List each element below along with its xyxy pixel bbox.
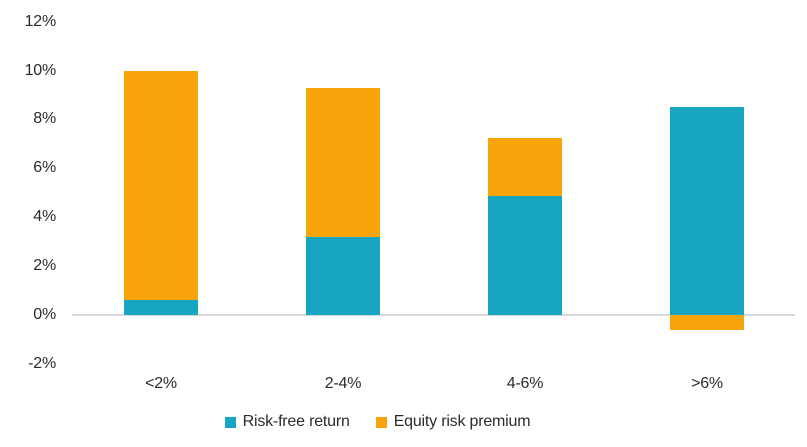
bar-segment-risk-free-4 (670, 107, 744, 315)
legend-item-equity-premium: Equity risk premium (375, 413, 531, 431)
y-axis-tick-label: 6% (33, 159, 56, 177)
legend: Risk-free return Equity risk premium (0, 413, 781, 431)
y-axis-tick-label: 0% (33, 306, 56, 323)
legend-swatch-equity-premium-icon (375, 416, 387, 428)
legend-item-risk-free: Risk-free return (224, 413, 350, 431)
x-axis-label: 4-6% (506, 375, 544, 392)
y-axis-tick-label: 2% (33, 257, 56, 275)
bar-segment-risk-free-2 (306, 236, 380, 315)
y-axis-tick-label: 4% (33, 208, 56, 226)
y-axis-tick-label: 12% (24, 12, 57, 30)
bar-segment-equity-premium-2 (306, 87, 380, 237)
legend-label-risk-free: Risk-free return (242, 413, 350, 430)
bar-segment-equity-premium-1 (124, 70, 198, 301)
x-axis-label: >6% (691, 375, 723, 392)
bar-segment-risk-free-3 (488, 196, 562, 315)
y-axis-tick-label: -2% (28, 354, 56, 372)
legend-swatch-risk-free-icon (224, 416, 236, 428)
x-axis-label: 2-4% (324, 375, 362, 392)
legend-label-equity-premium: Equity risk premium (393, 413, 531, 430)
y-axis-tick-label: 10% (24, 61, 57, 79)
x-axis-zero-line (72, 314, 795, 316)
bar-segment-equity-premium-3 (488, 137, 562, 197)
y-axis-tick-label: 8% (33, 110, 56, 128)
x-axis-label: <2% (145, 375, 177, 392)
bar-segment-risk-free-1 (124, 300, 198, 315)
bar-segment-equity-premium-4 (670, 315, 744, 330)
